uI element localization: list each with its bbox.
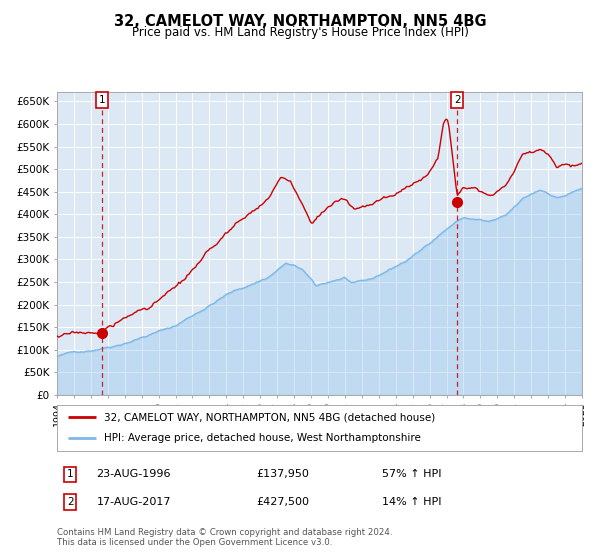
Text: 14% ↑ HPI: 14% ↑ HPI — [383, 497, 442, 507]
Text: £137,950: £137,950 — [257, 469, 310, 479]
Text: 23-AUG-1996: 23-AUG-1996 — [97, 469, 171, 479]
Text: 17-AUG-2017: 17-AUG-2017 — [97, 497, 171, 507]
Text: £427,500: £427,500 — [257, 497, 310, 507]
Text: 2: 2 — [67, 497, 73, 507]
Text: Price paid vs. HM Land Registry's House Price Index (HPI): Price paid vs. HM Land Registry's House … — [131, 26, 469, 39]
Text: 1: 1 — [98, 95, 105, 105]
Text: Contains HM Land Registry data © Crown copyright and database right 2024.
This d: Contains HM Land Registry data © Crown c… — [57, 528, 392, 547]
Text: 32, CAMELOT WAY, NORTHAMPTON, NN5 4BG (detached house): 32, CAMELOT WAY, NORTHAMPTON, NN5 4BG (d… — [104, 412, 436, 422]
Text: 57% ↑ HPI: 57% ↑ HPI — [383, 469, 442, 479]
Text: 2: 2 — [454, 95, 460, 105]
Text: HPI: Average price, detached house, West Northamptonshire: HPI: Average price, detached house, West… — [104, 433, 421, 444]
Text: 1: 1 — [67, 469, 73, 479]
Text: 32, CAMELOT WAY, NORTHAMPTON, NN5 4BG: 32, CAMELOT WAY, NORTHAMPTON, NN5 4BG — [113, 14, 487, 29]
